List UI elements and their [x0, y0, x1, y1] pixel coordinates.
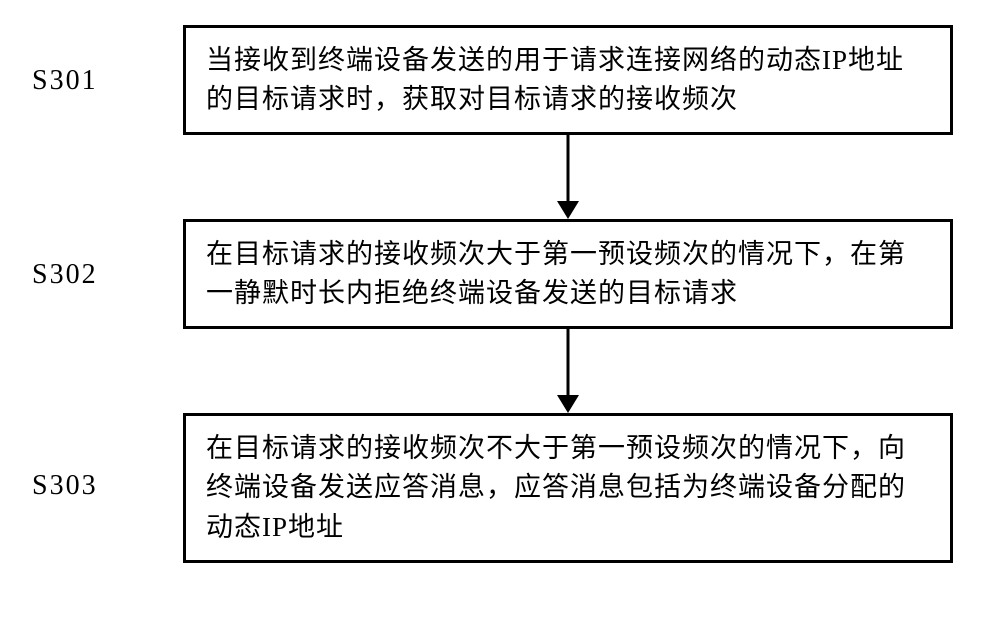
step-label-s302: S302 — [32, 259, 98, 291]
step-label-s301: S301 — [32, 65, 98, 97]
step-box-s301: 当接收到终端设备发送的用于请求连接网络的动态IP地址的目标请求时，获取对目标请求… — [183, 25, 953, 135]
flowchart-canvas: S301 当接收到终端设备发送的用于请求连接网络的动态IP地址的目标请求时，获取… — [0, 0, 1000, 617]
step-text-s302: 在目标请求的接收频次大于第一预设频次的情况下，在第一静默时长内拒绝终端设备发送的… — [206, 235, 930, 313]
step-box-s303: 在目标请求的接收频次不大于第一预设频次的情况下，向终端设备发送应答消息，应答消息… — [183, 413, 953, 563]
step-text-s301: 当接收到终端设备发送的用于请求连接网络的动态IP地址的目标请求时，获取对目标请求… — [206, 41, 930, 119]
step-text-s303: 在目标请求的接收频次不大于第一预设频次的情况下，向终端设备发送应答消息，应答消息… — [206, 429, 930, 546]
step-label-s303: S303 — [32, 470, 98, 502]
step-box-s302: 在目标请求的接收频次大于第一预设频次的情况下，在第一静默时长内拒绝终端设备发送的… — [183, 219, 953, 329]
